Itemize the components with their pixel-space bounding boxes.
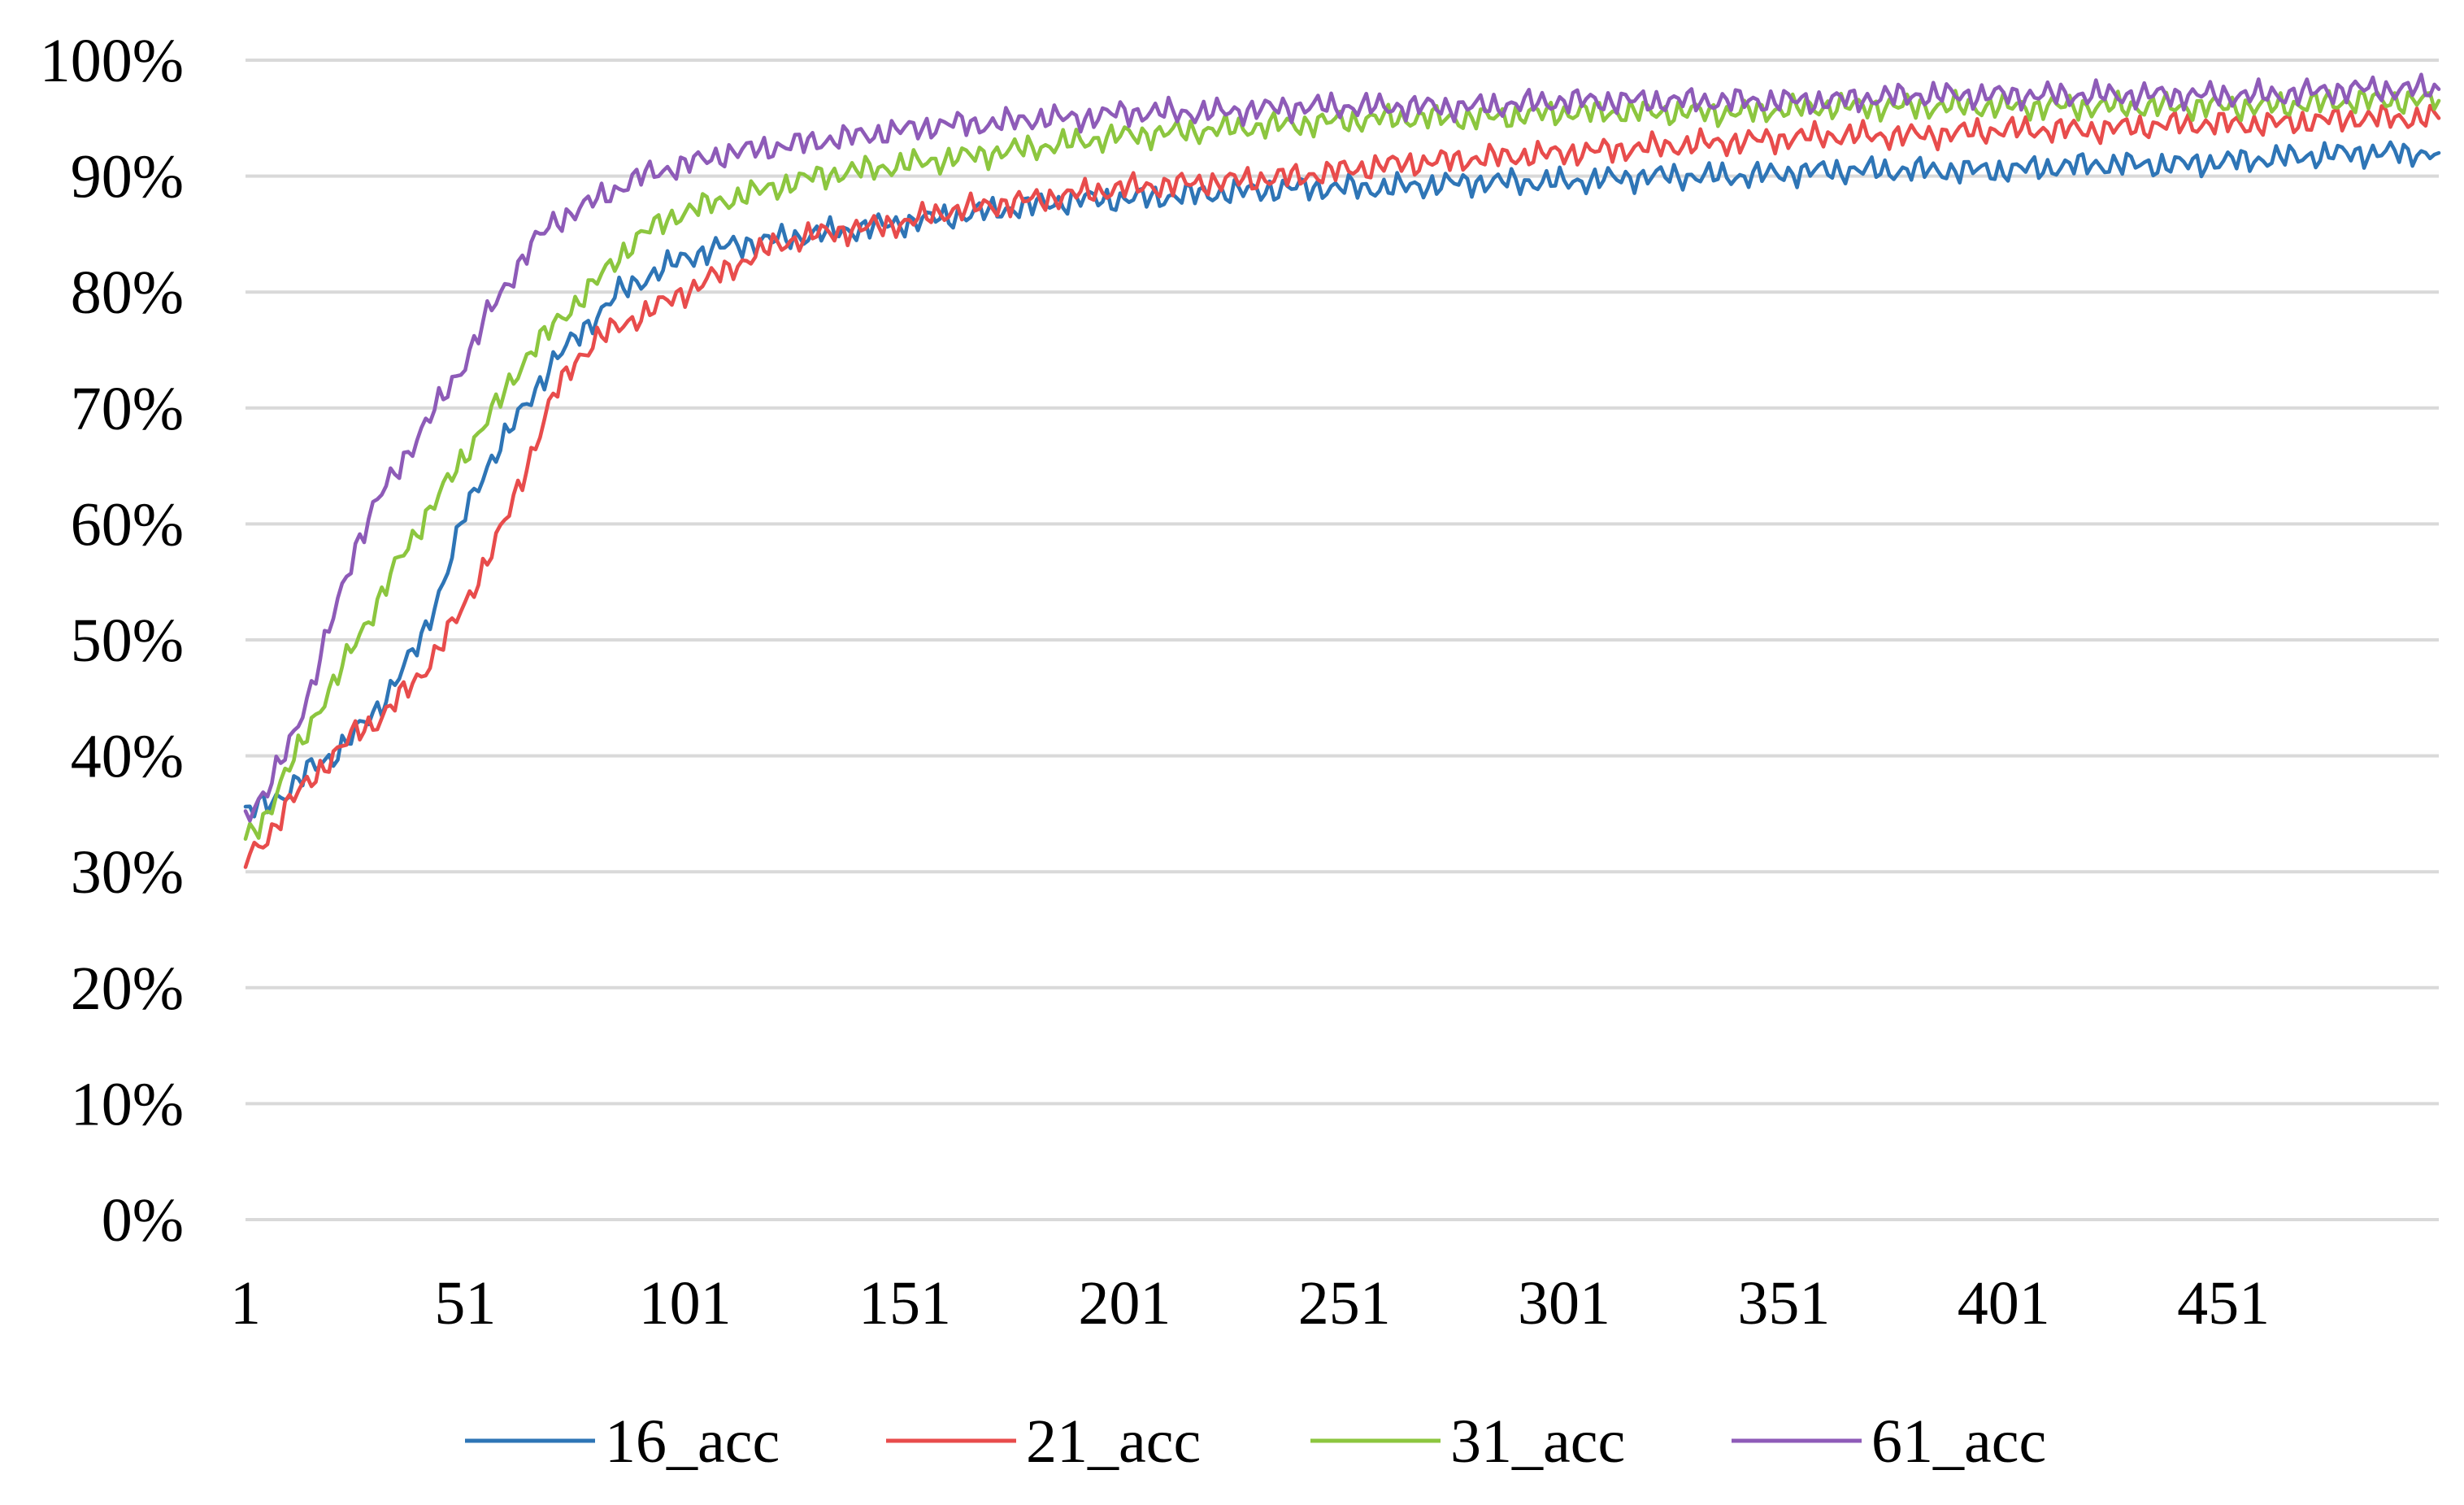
series-line-61_acc xyxy=(243,72,2441,823)
y-tick-label: 50% xyxy=(71,607,184,675)
y-tick-label: 30% xyxy=(71,838,184,907)
y-tick-label: 90% xyxy=(71,143,184,211)
y-tick-label: 10% xyxy=(71,1070,184,1138)
x-tick-label: 51 xyxy=(434,1269,496,1338)
series-line-21_acc xyxy=(243,103,2441,869)
x-tick-label: 1 xyxy=(230,1269,261,1338)
series-line-16_acc xyxy=(243,140,2441,819)
legend-label-16_acc: 16_acc xyxy=(605,1407,780,1476)
x-tick-label: 101 xyxy=(639,1269,732,1338)
x-tick-label: 451 xyxy=(2177,1269,2270,1338)
series-layer xyxy=(243,72,2441,869)
y-tick-label: 80% xyxy=(71,259,184,327)
x-tick-label: 251 xyxy=(1298,1269,1391,1338)
legend-label-31_acc: 31_acc xyxy=(1450,1407,1625,1476)
y-tick-label: 70% xyxy=(71,375,184,443)
legend-label-21_acc: 21_acc xyxy=(1026,1407,1201,1476)
x-tick-label: 401 xyxy=(1958,1269,2050,1338)
x-tick-label: 151 xyxy=(858,1269,951,1338)
x-axis-tick-labels: 1 51 101 151 201 251 301 351 401 451 xyxy=(230,1269,2270,1338)
grid-layer xyxy=(246,59,2439,1221)
y-tick-label: 60% xyxy=(71,490,184,559)
y-tick-label: 0% xyxy=(102,1186,184,1255)
y-tick-label: 20% xyxy=(71,955,184,1023)
legend-label-61_acc: 61_acc xyxy=(1871,1407,2046,1476)
series-line-31_acc xyxy=(243,89,2441,842)
x-tick-label: 351 xyxy=(1737,1269,1830,1338)
y-axis-tick-labels: 0% 10% 20% 30% 40% 50% 60% 70% 80% 90% 100% xyxy=(40,27,184,1255)
y-tick-label: 100% xyxy=(40,27,184,95)
y-tick-label: 40% xyxy=(71,723,184,791)
x-tick-label: 301 xyxy=(1518,1269,1610,1338)
legend: 16_acc 21_acc 31_acc 61_acc xyxy=(465,1407,2046,1476)
x-tick-label: 201 xyxy=(1078,1269,1171,1338)
